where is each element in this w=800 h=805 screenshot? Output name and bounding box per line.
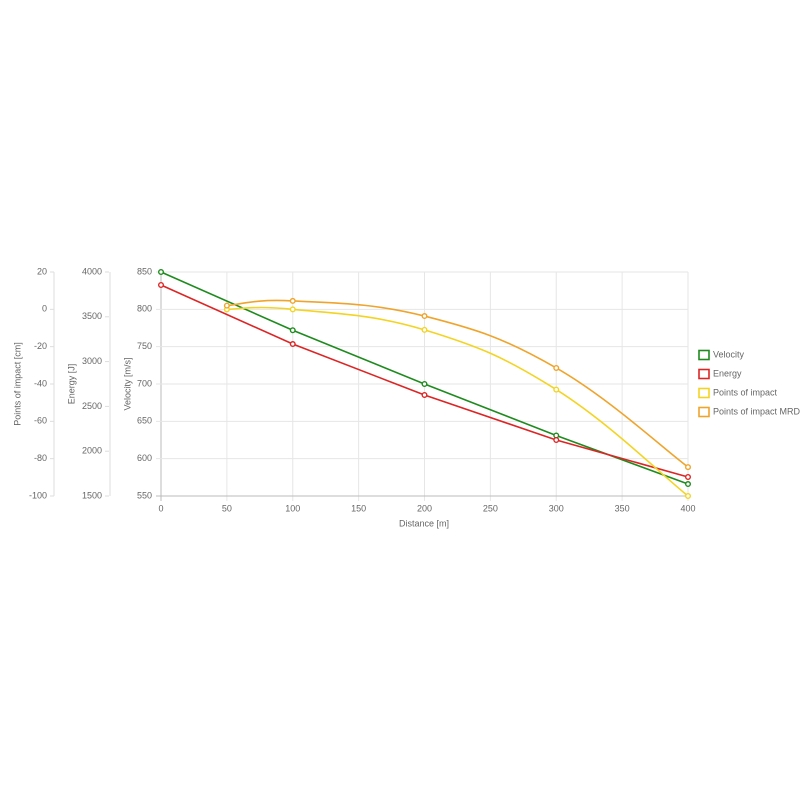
legend-label: Points of impact MRD [713, 406, 800, 416]
y3-tick-label: 20 [37, 266, 47, 276]
x-tick-label: 150 [351, 503, 366, 513]
y3-tick-label: -60 [34, 416, 47, 426]
line [226, 306, 689, 497]
point [289, 306, 296, 313]
legend-label: Energy [713, 368, 742, 378]
point [685, 464, 692, 471]
x-axis-title: Distance [m] [399, 518, 449, 528]
y-tick-label: 800 [137, 304, 152, 314]
y3-axis-title: Points of impact [cm] [12, 342, 22, 426]
x-tick-label: 300 [549, 503, 564, 513]
y2-tick-label: 3000 [82, 356, 102, 366]
point [289, 341, 296, 348]
legend-label: Velocity [713, 349, 745, 359]
y-tick-label: 750 [137, 341, 152, 351]
x-tick-label: 200 [417, 503, 432, 513]
legend-swatch [698, 368, 710, 380]
point [289, 327, 296, 334]
y3-tick-label: -20 [34, 341, 47, 351]
point [421, 392, 428, 399]
y3-tick-label: -40 [34, 378, 47, 388]
x-tick-label: 350 [615, 503, 630, 513]
x-tick-label: 0 [158, 503, 163, 513]
legend-swatch [698, 387, 710, 399]
y-tick-label: 700 [137, 378, 152, 388]
y-tick-label: 650 [137, 416, 152, 426]
y2-tick-label: 4000 [82, 266, 102, 276]
point [157, 269, 164, 276]
y2-axis-title: Energy [J] [66, 364, 76, 405]
legend-swatch [698, 406, 710, 418]
point [421, 313, 428, 320]
line [226, 299, 689, 468]
y2-tick-label: 2000 [82, 446, 102, 456]
legend-label: Points of impact [713, 387, 778, 397]
point [157, 281, 164, 288]
y2-tick-label: 2500 [82, 401, 102, 411]
y3-tick-label: -80 [34, 453, 47, 463]
y2-tick-label: 1500 [82, 490, 102, 500]
point [685, 493, 692, 500]
y2-tick-label: 3500 [82, 311, 102, 321]
point [685, 481, 692, 488]
point [685, 474, 692, 481]
point [553, 437, 560, 444]
legend-swatch [698, 349, 710, 361]
point [421, 381, 428, 388]
y3-tick-label: 0 [42, 304, 47, 314]
y-tick-label: 850 [137, 266, 152, 276]
x-tick-label: 400 [680, 503, 695, 513]
point [289, 297, 296, 304]
point [553, 386, 560, 393]
x-tick-label: 100 [285, 503, 300, 513]
y-tick-label: 600 [137, 453, 152, 463]
point [223, 302, 230, 309]
y-axis-title: Velocity [m/s] [122, 357, 132, 410]
x-tick-label: 250 [483, 503, 498, 513]
y-tick-label: 550 [137, 490, 152, 500]
x-tick-label: 50 [222, 503, 232, 513]
y3-tick-label: -100 [29, 490, 47, 500]
point [421, 326, 428, 333]
point [553, 364, 560, 371]
